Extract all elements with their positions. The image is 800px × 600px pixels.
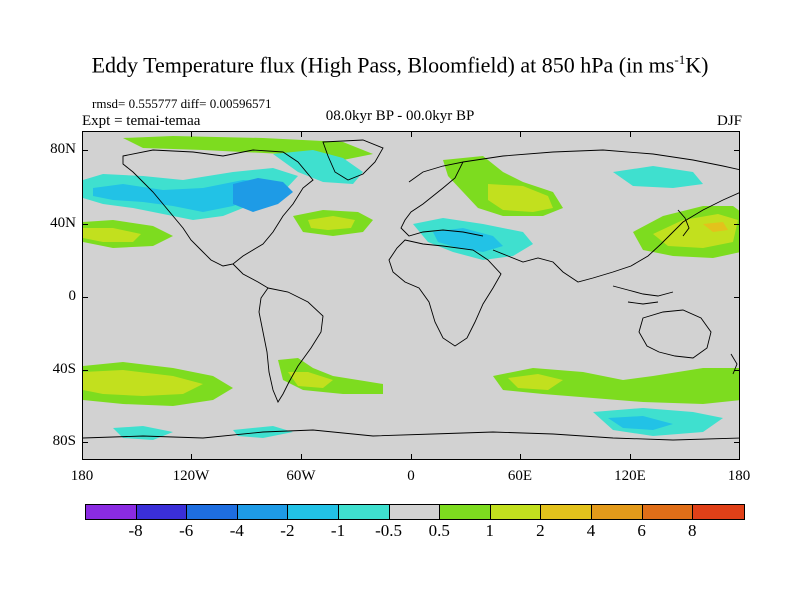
asia-coast	[462, 149, 739, 283]
africa-coast	[388, 239, 502, 347]
experiment-label: Expt = temai-temaa	[82, 113, 201, 129]
colorbar-swatch	[642, 505, 694, 519]
x-tick-top	[301, 131, 302, 137]
greenland-coast	[322, 139, 384, 181]
colorbar-swatch	[237, 505, 289, 519]
japan-coast	[677, 209, 690, 237]
indonesia-coast	[612, 285, 674, 305]
colorbar-label: -2	[280, 521, 295, 540]
colorbar-swatch	[86, 505, 137, 519]
title-end: K)	[685, 52, 709, 78]
period-label: 08.0kyr BP - 00.0kyr BP	[325, 108, 475, 124]
y-tick-right	[734, 442, 740, 443]
coastlines	[83, 139, 739, 441]
southern-ocean-blue	[608, 416, 673, 430]
y-tick-right	[734, 224, 740, 225]
arctic-cyan-east	[613, 166, 703, 188]
antarctica-coast	[83, 429, 739, 441]
west-pacific-orange	[703, 222, 728, 232]
north-pacific-blue	[93, 180, 273, 212]
x-tick	[739, 454, 740, 460]
y-tick	[82, 370, 88, 371]
colorbar-label: -1	[330, 521, 346, 540]
y-label-40n: 40N	[50, 215, 76, 231]
x-label-60w: 60W	[286, 468, 316, 484]
y-label-40s: 40S	[52, 361, 76, 377]
x-tick	[191, 454, 192, 460]
y-label-80s: 80S	[52, 433, 76, 449]
central-america-coast	[232, 263, 269, 289]
colorbar-label: 2	[536, 521, 545, 540]
x-tick	[630, 454, 631, 460]
x-tick-top	[520, 131, 521, 137]
south-america-yellow	[288, 372, 333, 388]
asia-yellow	[488, 184, 553, 212]
x-tick	[301, 454, 302, 460]
x-label-60e: 60E	[507, 468, 533, 484]
north-atlantic-blue	[233, 178, 293, 212]
atlantic-yellow	[308, 216, 355, 230]
y-tick	[82, 297, 88, 298]
colorbar-swatch	[541, 505, 592, 519]
x-tick-top	[191, 131, 192, 137]
y-tick	[82, 224, 88, 225]
colorbar-label: -6	[179, 521, 194, 540]
south-pacific-yellow	[83, 370, 203, 396]
west-pacific-yellow	[653, 214, 738, 248]
y-tick	[82, 442, 88, 443]
southern-indian-green	[493, 368, 739, 404]
x-label-120e: 120E	[614, 468, 646, 484]
colorbar-swatch	[187, 505, 238, 519]
europe-coast	[400, 161, 484, 237]
mediterranean-blue	[433, 228, 503, 252]
colorbar-label: -8	[128, 521, 143, 540]
colorbar-swatch	[288, 505, 339, 519]
colorbar-swatch	[490, 505, 542, 519]
chart-title: Eddy Temperature flux (High Pass, Bloomf…	[0, 52, 800, 78]
y-label-80n: 80N	[50, 141, 76, 157]
title-main: Eddy Temperature flux (High Pass, Bloomf…	[91, 52, 675, 78]
x-label-180e: 180	[727, 468, 751, 484]
y-tick-right	[734, 370, 740, 371]
colorbar-label: 0.5	[428, 521, 450, 540]
colorbar-swatch	[136, 505, 188, 519]
australia-coast	[638, 309, 712, 359]
x-label-180w: 180	[70, 468, 94, 484]
map-field	[83, 136, 739, 441]
y-label-0: 0	[68, 288, 77, 304]
x-tick	[520, 454, 521, 460]
x-tick	[411, 454, 412, 460]
colorbar-label: 1	[485, 521, 495, 540]
colorbar-swatch	[389, 505, 441, 519]
east-pacific-yellow	[83, 228, 141, 242]
colorbar-label: -4	[229, 521, 244, 540]
x-label-0: 0	[407, 468, 415, 484]
y-tick-right	[734, 297, 740, 298]
colorbar-label: 4	[586, 521, 596, 540]
x-tick-top	[630, 131, 631, 137]
southern-indian-yellow	[508, 374, 563, 390]
title-superscript: -1	[674, 52, 686, 67]
colorbar-swatch	[440, 505, 491, 519]
x-tick-top	[411, 131, 412, 137]
y-tick	[82, 150, 88, 151]
y-tick-right	[734, 150, 740, 151]
colorbar-swatch	[591, 505, 643, 519]
colorbar	[85, 504, 745, 520]
colorbar-label: 6	[637, 521, 646, 540]
colorbar-swatch	[338, 505, 390, 519]
x-label-120w: 120W	[172, 468, 210, 484]
north-america-coast	[122, 149, 314, 267]
colorbar-swatch	[693, 505, 744, 519]
colorbar-label: 8	[687, 521, 697, 540]
stats-text: rmsd= 0.555777 diff= 0.00596571	[92, 96, 272, 111]
map-panel	[82, 131, 740, 460]
colorbar-label: -0.5	[375, 521, 403, 540]
season-label: DJF	[716, 113, 742, 129]
south-america-coast	[258, 287, 324, 403]
x-tick	[82, 454, 83, 460]
antarctic-cyan-west	[113, 426, 173, 440]
